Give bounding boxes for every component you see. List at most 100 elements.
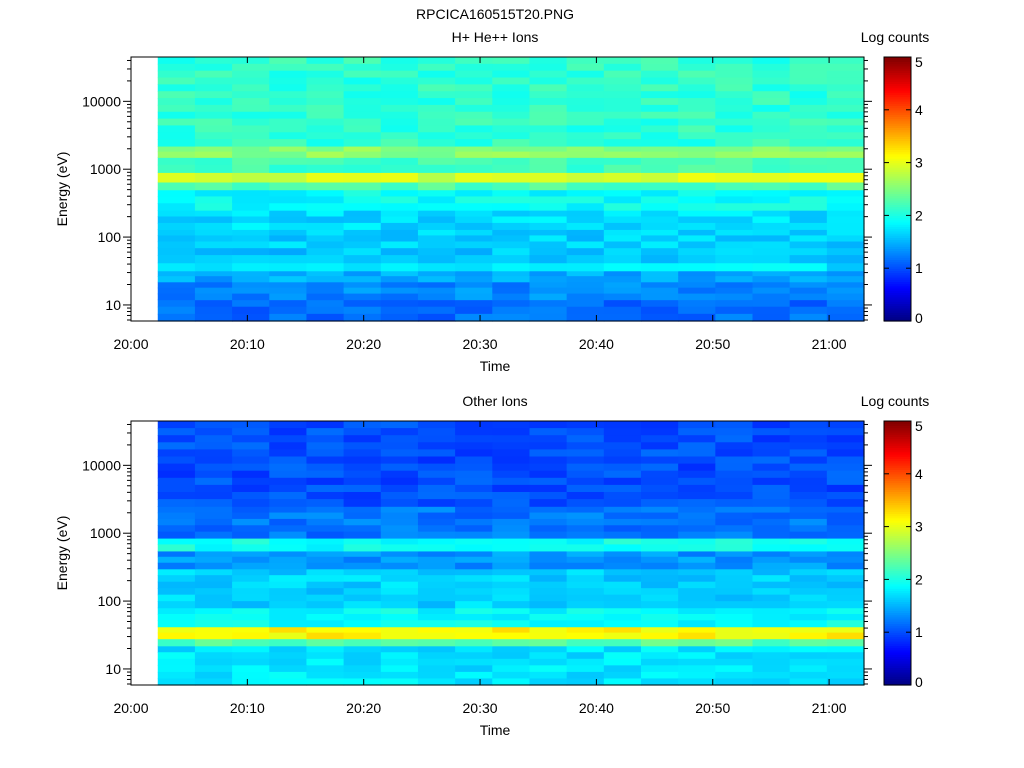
heatmap-cell — [678, 63, 716, 72]
heatmap-cell — [640, 132, 679, 140]
heatmap-cell — [678, 287, 716, 295]
heatmap-cell — [306, 428, 345, 436]
heatmap-cell — [194, 181, 233, 191]
heatmap-cell — [417, 91, 456, 99]
heatmap-cell — [566, 91, 605, 99]
heatmap-cell — [566, 638, 605, 647]
heatmap-cell — [529, 671, 568, 680]
heatmap-cell — [417, 492, 456, 500]
heatmap-cell — [678, 98, 716, 106]
heatmap-cell — [455, 104, 493, 113]
heatmap-cell — [194, 581, 233, 589]
colorbar-segment — [884, 575, 911, 578]
heatmap-cell — [232, 477, 270, 486]
heatmap-cell — [603, 568, 642, 576]
heatmap-cell — [417, 63, 456, 72]
heatmap-cell — [157, 229, 196, 237]
colorbar-segment — [884, 555, 911, 558]
heatmap-cell — [455, 477, 493, 486]
heatmap-cell — [306, 678, 345, 686]
colorbar-segment — [884, 109, 911, 113]
heatmap-cell — [603, 181, 642, 191]
heatmap-cell — [566, 671, 605, 680]
heatmap-cell — [157, 492, 196, 500]
heatmap-cell — [194, 575, 233, 583]
heatmap-cell — [455, 652, 493, 660]
heatmap-cell — [678, 601, 716, 609]
heatmap-cell — [269, 196, 308, 204]
heatmap-cell — [789, 216, 828, 224]
heatmap-cell — [492, 270, 531, 277]
heatmap-cell — [715, 435, 754, 443]
heatmap-cell — [715, 57, 754, 65]
heatmap-cell — [603, 531, 642, 539]
heatmap-cell — [566, 581, 605, 589]
heatmap-cell — [194, 139, 233, 147]
heatmap-cell — [603, 270, 642, 277]
heatmap-cell — [640, 84, 679, 92]
heatmap-cell — [603, 421, 642, 429]
heatmap-cell — [789, 313, 828, 322]
heatmap-cell — [566, 210, 605, 218]
heatmap-cell — [752, 499, 791, 507]
heatmap-cell — [715, 525, 754, 533]
heatmap-cell — [789, 575, 828, 583]
heatmap-cell — [603, 620, 642, 628]
heatmap-cell — [380, 281, 419, 289]
heatmap-cell — [343, 550, 382, 558]
heatmap-cell — [343, 613, 382, 621]
heatmap-cell — [269, 157, 308, 166]
heatmap-cell — [455, 470, 493, 479]
heatmap-cell — [269, 562, 308, 570]
heatmap-cell — [752, 678, 791, 686]
heatmap-cell — [492, 91, 531, 99]
heatmap-cell — [269, 306, 308, 315]
heatmap-cell — [343, 562, 382, 570]
heatmap-cell — [826, 196, 865, 204]
heatmap-cell — [752, 613, 791, 621]
heatmap-cell — [752, 506, 791, 514]
colorbar-segment — [884, 553, 911, 556]
heatmap-cell — [826, 262, 865, 272]
colorbar-segment — [884, 423, 911, 426]
heatmap-cell — [603, 293, 642, 301]
heatmap-cell — [678, 575, 716, 583]
heatmap-cell — [269, 588, 308, 596]
heatmap-cell — [603, 449, 642, 458]
heatmap-cell — [269, 568, 308, 576]
heatmap-cell — [678, 210, 716, 218]
heatmap-cell — [826, 84, 865, 92]
heatmap-cell — [157, 172, 196, 183]
heatmap-cell — [306, 299, 345, 308]
heatmap-cell — [455, 537, 493, 546]
heatmap-cell — [752, 203, 791, 211]
x-ticks: 20:00 20:10 20:20 20:30 20:40 20:50 21:00 — [113, 57, 847, 352]
heatmap-cell — [789, 111, 828, 120]
heatmap-cell — [566, 125, 605, 133]
heatmap-cell — [678, 270, 716, 277]
heatmap-cell — [715, 196, 754, 204]
heatmap-cell — [380, 575, 419, 583]
colorbar-segment — [884, 533, 911, 536]
heatmap-cell — [826, 632, 865, 640]
heatmap-cell — [789, 428, 828, 436]
heatmap-cell — [492, 216, 531, 224]
heatmap-cell — [269, 484, 308, 493]
heatmap-cell — [455, 91, 493, 99]
heatmap-cell — [232, 70, 270, 79]
heatmap-cell — [789, 157, 828, 166]
heatmap-cell — [715, 104, 754, 113]
heatmap-cell — [343, 477, 382, 486]
heatmap-cell — [232, 125, 270, 133]
heatmap-cell — [157, 626, 196, 634]
heatmap-cell — [529, 216, 568, 224]
heatmap-cell — [455, 568, 493, 576]
heatmap-cell — [566, 620, 605, 628]
x-tick-label: 20:20 — [346, 700, 381, 716]
heatmap-cell — [455, 607, 493, 615]
heatmap-cell — [529, 181, 568, 191]
heatmap-cell — [306, 665, 345, 673]
heatmap-cell — [269, 518, 308, 526]
heatmap-cell — [194, 262, 233, 272]
colorbar-tick-label: 2 — [915, 207, 923, 223]
